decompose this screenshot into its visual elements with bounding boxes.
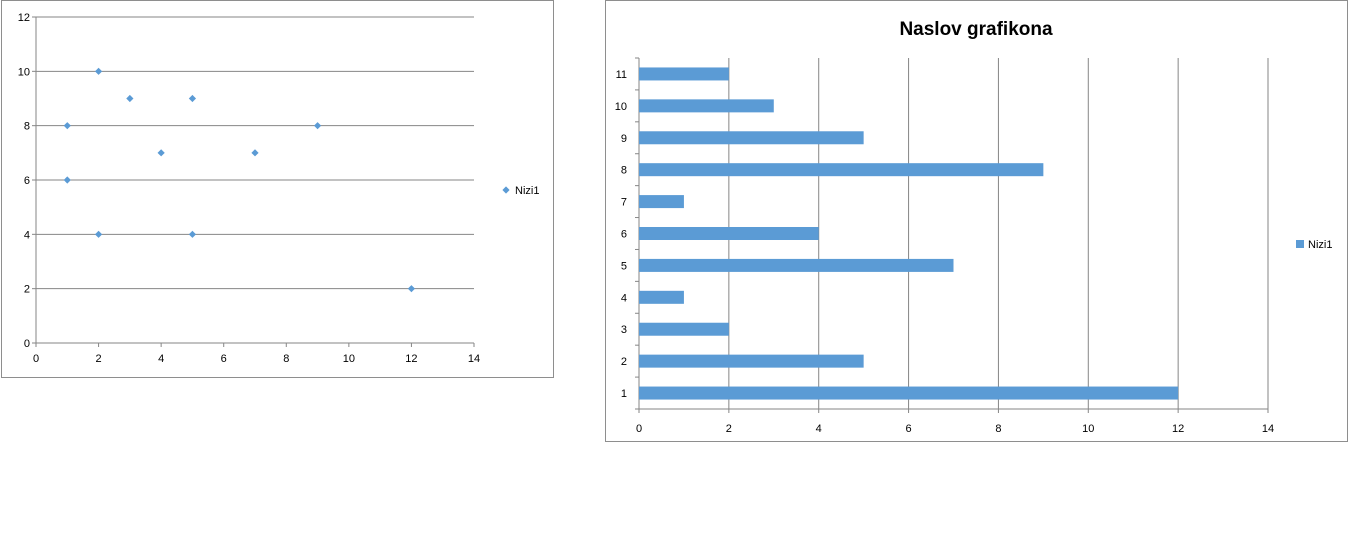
x-tick-label: 8 xyxy=(283,353,289,365)
x-tick-label: 4 xyxy=(816,423,822,435)
x-tick-label: 12 xyxy=(1172,423,1184,435)
x-tick-label: 12 xyxy=(405,353,417,365)
category-label: 7 xyxy=(621,197,627,209)
bar xyxy=(639,163,1044,177)
scatter-point xyxy=(63,122,71,130)
scatter-point xyxy=(94,67,103,75)
y-tick-label: 0 xyxy=(24,338,30,350)
scatter-point xyxy=(251,149,259,157)
legend-label: Nizi1 xyxy=(515,185,539,197)
category-label: 5 xyxy=(621,260,627,272)
x-tick-label: 4 xyxy=(158,353,164,365)
bar xyxy=(639,354,864,368)
scatter-point xyxy=(126,94,134,103)
x-tick-label: 0 xyxy=(636,423,642,435)
x-tick-label: 6 xyxy=(906,423,912,435)
x-tick-label: 10 xyxy=(343,353,355,365)
legend-marker xyxy=(502,186,510,194)
category-label: 10 xyxy=(615,101,627,113)
category-label: 3 xyxy=(621,324,627,336)
category-label: 6 xyxy=(621,229,627,241)
chart-title: Naslov grafikona xyxy=(899,19,1053,40)
bar xyxy=(639,99,774,113)
scatter-point xyxy=(63,176,71,184)
x-tick-label: 0 xyxy=(33,353,39,365)
legend-marker xyxy=(1296,240,1304,248)
x-tick-label: 8 xyxy=(995,423,1001,435)
bar xyxy=(639,322,729,336)
scatter-point xyxy=(94,230,103,238)
bar xyxy=(639,131,864,145)
x-tick-label: 6 xyxy=(221,353,227,365)
bar xyxy=(639,386,1179,400)
category-label: 9 xyxy=(621,133,627,145)
scatter-point xyxy=(188,94,197,103)
y-tick-label: 12 xyxy=(18,12,30,24)
scatter-chart: 0 2 4 6 8 10 12 0 2 4 6 8 10 12 14 Nizi1 xyxy=(1,0,554,378)
scatter-point xyxy=(188,230,197,238)
scatter-point xyxy=(157,149,165,157)
y-tick-label: 4 xyxy=(24,229,30,241)
category-label: 4 xyxy=(621,292,627,304)
bar xyxy=(639,227,819,240)
y-tick-label: 10 xyxy=(18,66,30,78)
bar xyxy=(639,258,954,272)
x-tick-label: 14 xyxy=(468,353,480,365)
bar xyxy=(639,195,684,209)
bar-chart: Naslov grafikona 0 2 4 6 8 10 12 14 1 2 3 4 5 6 7 8 9 10 11… xyxy=(605,0,1348,442)
category-label: 8 xyxy=(621,165,627,177)
x-tick-label: 2 xyxy=(726,423,732,435)
bar xyxy=(639,290,684,304)
category-label: 1 xyxy=(621,388,627,400)
y-tick-label: 8 xyxy=(24,121,30,133)
x-tick-label: 10 xyxy=(1082,423,1094,435)
scatter-chart-svg: 0 2 4 6 8 10 12 0 2 4 6 8 10 12 14 Nizi1 xyxy=(18,12,540,365)
category-label: 2 xyxy=(621,356,627,368)
scatter-point xyxy=(407,285,416,293)
y-tick-label: 2 xyxy=(24,284,30,296)
x-tick-label: 2 xyxy=(96,353,102,365)
x-tick-label: 14 xyxy=(1262,423,1274,435)
category-label: 11 xyxy=(616,69,627,81)
y-tick-label: 6 xyxy=(24,175,30,187)
scatter-point xyxy=(313,122,322,130)
legend-label: Nizi1 xyxy=(1308,239,1332,251)
bar xyxy=(639,67,729,81)
